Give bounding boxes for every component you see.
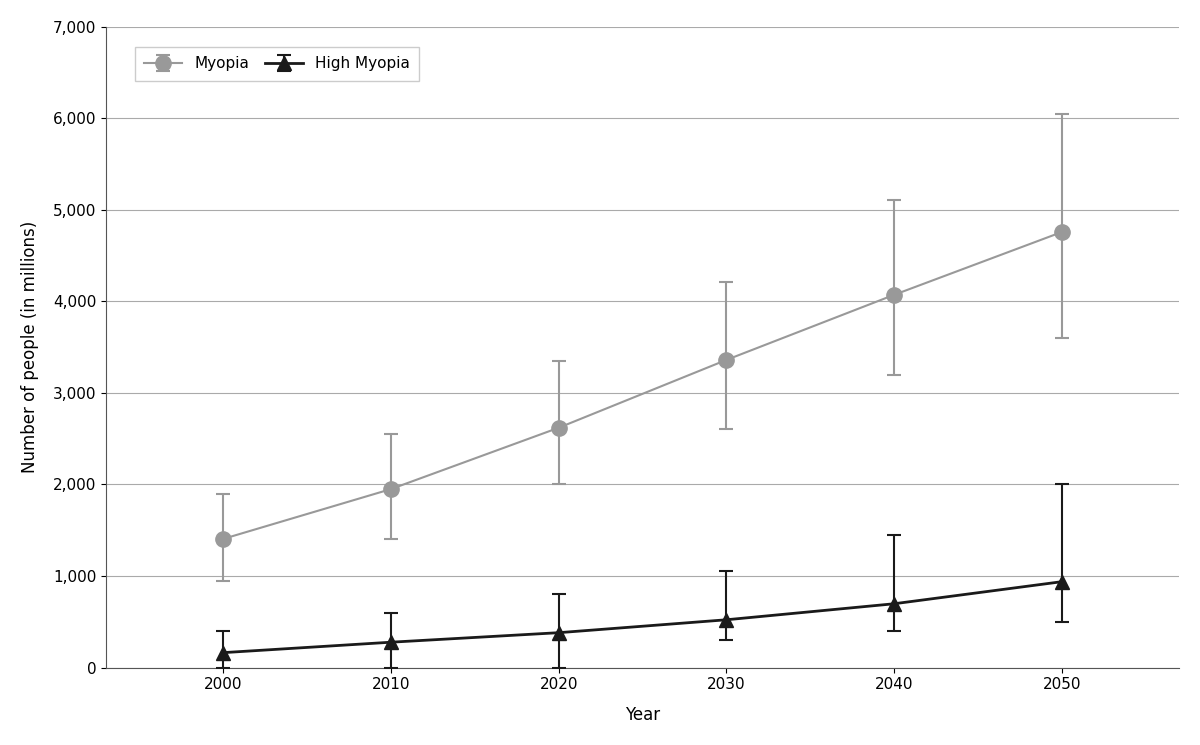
Legend: Myopia, High Myopia: Myopia, High Myopia: [136, 47, 419, 80]
Y-axis label: Number of people (in millions): Number of people (in millions): [20, 221, 38, 473]
X-axis label: Year: Year: [625, 706, 660, 724]
